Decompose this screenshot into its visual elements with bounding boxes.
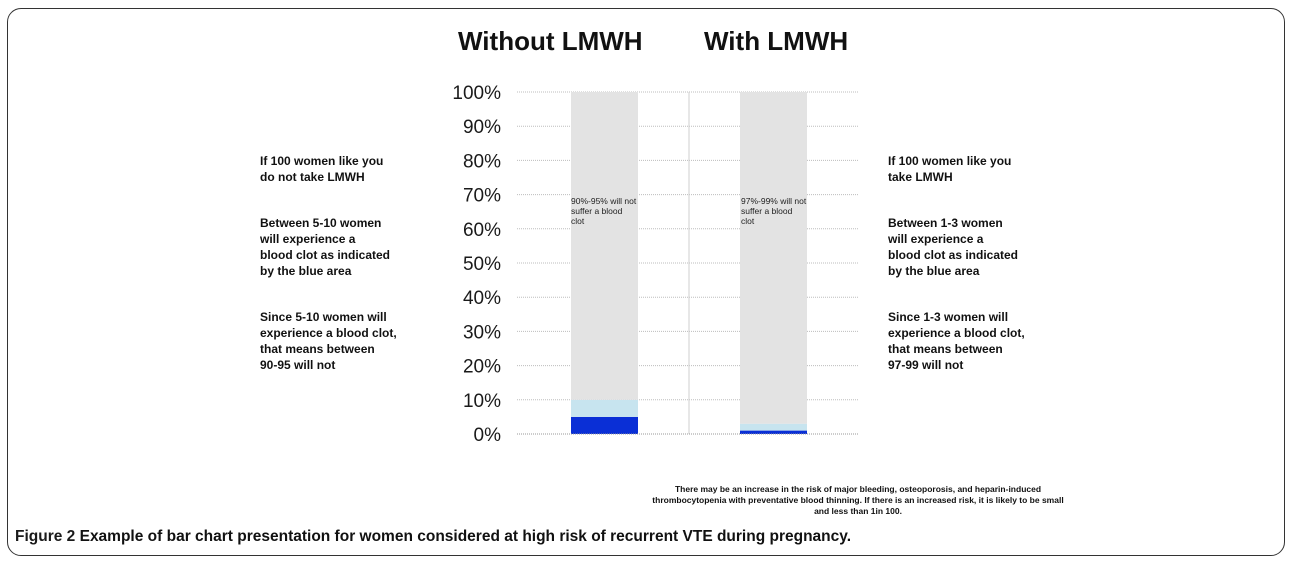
y-tick-label: 0% — [474, 425, 502, 446]
bar-segment-possible-clot — [571, 399, 638, 417]
y-tick-label: 80% — [463, 151, 501, 172]
y-tick-label: 20% — [463, 357, 501, 378]
figure-caption-label: Figure 2 — [15, 528, 76, 545]
category-title-with-lmwh: With LMWH — [704, 26, 849, 56]
right-explanation: If 100 women like you take LMWH Between … — [888, 137, 1088, 403]
left-explanation-p2: Between 5-10 women will experience a blo… — [260, 216, 391, 278]
figure-caption-text: Example of bar chart presentation for wo… — [75, 528, 852, 545]
bar-segment-no-clot — [740, 92, 807, 424]
y-tick-label: 10% — [463, 391, 501, 412]
bar-segment-definite-clot — [571, 416, 638, 434]
left-explanation-p1: If 100 women like you do not take LMWH — [260, 154, 384, 184]
right-explanation-p1: If 100 women like you take LMWH — [888, 154, 1012, 184]
bar-annotation-with-lmwh: 97%-99% will not suffer a blood clot — [741, 196, 807, 226]
bar-segment-possible-clot — [740, 423, 807, 431]
bar-annotation-without-lmwh: 90%-95% will not suffer a blood clot — [571, 196, 637, 226]
bar-segment-no-clot — [571, 92, 638, 400]
category-title-without-lmwh: Without LMWH — [458, 26, 643, 56]
figure-caption: Figure 2 Example of bar chart presentati… — [15, 528, 851, 546]
y-tick-label: 100% — [452, 83, 501, 104]
y-tick-label: 40% — [463, 288, 501, 309]
right-explanation-p3: Since 1-3 women will experience a blood … — [888, 310, 1025, 372]
risk-footnote: There may be an increase in the risk of … — [652, 484, 1064, 516]
y-tick-label: 70% — [463, 186, 501, 207]
figure-frame — [7, 8, 1285, 556]
left-explanation-p3: Since 5-10 women will experience a blood… — [260, 310, 397, 372]
y-tick-label: 60% — [463, 220, 501, 241]
y-tick-label: 90% — [463, 117, 501, 138]
y-tick-label: 30% — [463, 322, 501, 343]
right-explanation-p2: Between 1-3 women will experience a bloo… — [888, 216, 1019, 278]
y-tick-label: 50% — [463, 254, 501, 275]
left-explanation: If 100 women like you do not take LMWH B… — [260, 137, 450, 403]
bar-segment-definite-clot — [740, 430, 807, 434]
